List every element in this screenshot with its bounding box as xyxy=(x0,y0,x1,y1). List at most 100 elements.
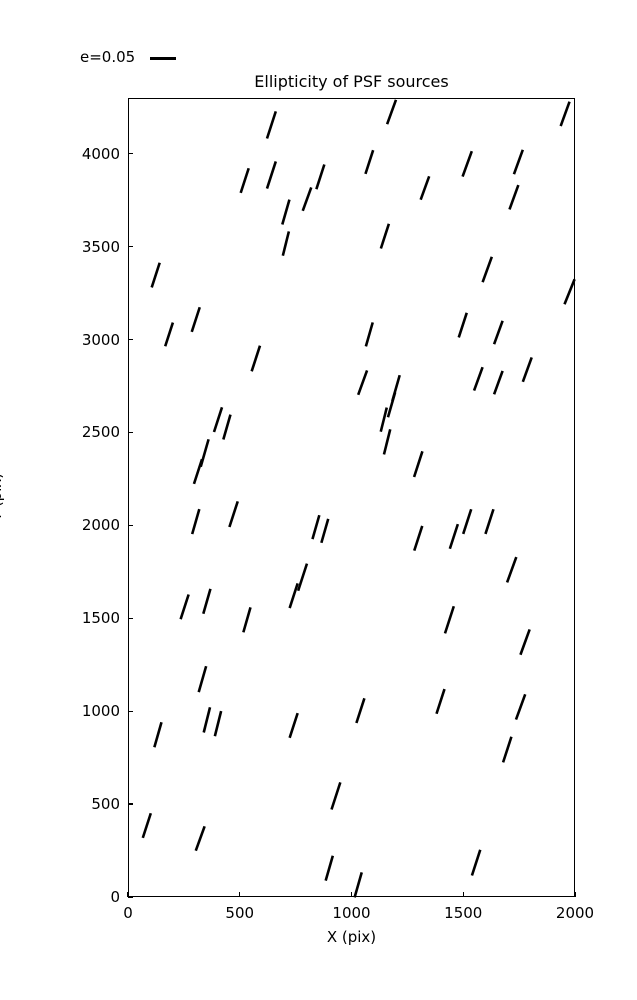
whisker-segment xyxy=(190,306,201,333)
whisker-segment xyxy=(194,825,206,852)
whisker-segment xyxy=(563,278,576,305)
y-tick-mark xyxy=(128,803,133,805)
whisker-segment xyxy=(356,369,369,396)
y-tick-label: 2000 xyxy=(81,516,120,535)
y-tick-label: 3500 xyxy=(81,237,120,256)
whisker-segment xyxy=(412,450,424,478)
whisker-segment xyxy=(461,508,473,535)
whisker-segment xyxy=(301,186,313,212)
y-tick-label: 3000 xyxy=(81,330,120,349)
whisker-segment xyxy=(281,199,291,225)
whisker-segment xyxy=(265,161,278,189)
whisker-segment xyxy=(179,594,190,620)
y-tick-mark xyxy=(128,710,133,712)
x-tick-label: 1000 xyxy=(332,904,371,922)
whisker-segment xyxy=(281,231,291,256)
whisker-segment xyxy=(364,322,374,347)
whisker-segment xyxy=(163,322,175,347)
whisker-segment xyxy=(192,458,204,485)
whisker-segment xyxy=(330,781,342,810)
y-tick-mark xyxy=(128,524,133,527)
ellipticity-scale-bar-icon xyxy=(150,57,176,60)
whisker-segment xyxy=(242,607,252,633)
whisker-segment xyxy=(379,223,391,249)
y-tick-mark xyxy=(128,617,133,619)
whisker-segment xyxy=(559,101,571,127)
whisker-segment xyxy=(382,428,392,455)
y-tick-label: 1500 xyxy=(81,609,120,628)
page-title: Ellipticity of PSF sources xyxy=(254,72,449,91)
whisker-segment xyxy=(213,710,223,737)
y-tick-mark xyxy=(128,153,133,155)
whisker-segment xyxy=(519,628,531,656)
whisker-segment xyxy=(212,406,224,433)
whisker-segment xyxy=(443,605,456,634)
x-tick-label: 1500 xyxy=(444,904,483,922)
whisker-segment xyxy=(514,693,527,721)
whisker-segment xyxy=(324,855,335,882)
x-tick-mark xyxy=(462,892,464,897)
y-tick-label: 0 xyxy=(110,888,120,906)
whisker-segment xyxy=(288,583,299,609)
whisker-segment xyxy=(472,366,484,392)
x-tick-label: 2000 xyxy=(555,904,595,922)
y-tick-label: 2500 xyxy=(81,423,120,442)
whisker-segment xyxy=(153,721,163,748)
plot-axes xyxy=(128,98,576,898)
whisker-segment xyxy=(222,414,232,440)
whisker-segment xyxy=(419,175,431,201)
y-tick-label: 4000 xyxy=(81,144,120,163)
whisker-segment xyxy=(202,707,212,733)
whisker-segment xyxy=(501,736,513,763)
y-tick-label: 1000 xyxy=(81,702,120,721)
x-tick-mark xyxy=(350,892,353,897)
whisker-segment xyxy=(521,356,533,383)
whisker-segment xyxy=(239,167,250,194)
y-tick-mark xyxy=(128,246,133,248)
x-tick-label: 0 xyxy=(123,904,133,922)
whisker-segment xyxy=(492,370,504,395)
whisker-segment xyxy=(296,563,309,592)
whisker-segment xyxy=(228,500,239,528)
whisker-segment xyxy=(413,525,424,552)
y-tick-mark xyxy=(128,338,133,341)
whisker-segment xyxy=(315,164,326,190)
y-axis-label: Y (pix) xyxy=(0,472,5,521)
whisker-segment xyxy=(492,320,504,345)
whisker-segment xyxy=(385,99,398,125)
whisker-segment xyxy=(448,523,460,550)
whisker-segment xyxy=(512,149,525,175)
whisker-segment xyxy=(461,150,474,177)
whisker-segment xyxy=(355,697,366,724)
whisker-segment xyxy=(190,508,201,535)
whisker-segment xyxy=(197,665,208,693)
whisker-segment xyxy=(320,518,330,544)
whisker-segment xyxy=(484,508,495,535)
x-tick-label: 500 xyxy=(225,904,255,922)
whisker-segment xyxy=(150,262,161,288)
y-tick-mark xyxy=(128,896,133,898)
whisker-segment xyxy=(141,812,153,839)
x-tick-mark xyxy=(574,892,576,897)
y-tick-label: 500 xyxy=(91,795,120,814)
whisker-segment xyxy=(250,345,262,372)
whisker-segment xyxy=(470,849,482,876)
x-tick-mark xyxy=(127,892,129,897)
x-axis-label: X (pix) xyxy=(326,928,377,946)
whisker-segment xyxy=(353,872,363,898)
ellipticity-scale-legend-label: e=0.05 xyxy=(80,48,136,66)
whisker-segment xyxy=(364,149,375,175)
whisker-segment xyxy=(481,256,494,283)
whisker-segment xyxy=(505,556,518,583)
x-tick-mark xyxy=(239,892,241,897)
y-tick-mark xyxy=(128,431,133,434)
whisker-layer xyxy=(141,99,576,898)
whisker-segment xyxy=(508,184,520,210)
whisker-segment xyxy=(265,110,278,139)
whisker-segment xyxy=(288,712,299,739)
whisker-segment xyxy=(202,588,212,615)
whisker-segment xyxy=(386,392,397,418)
whisker-segment xyxy=(457,312,468,338)
whisker-segment xyxy=(379,407,389,433)
